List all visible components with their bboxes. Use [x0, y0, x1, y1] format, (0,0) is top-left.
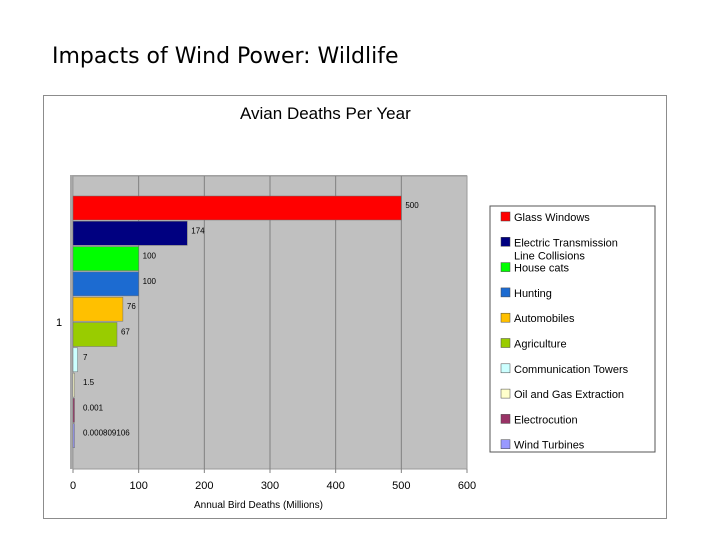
legend-swatch: [500, 237, 511, 247]
x-tick-label: 400: [326, 480, 344, 492]
bar: [72, 372, 75, 398]
bar: [72, 221, 188, 246]
legend-label: Hunting: [514, 288, 552, 300]
bar: [72, 423, 75, 448]
data-label: 174: [191, 226, 205, 235]
legend-label: House cats: [514, 263, 570, 275]
data-label: 76: [127, 302, 136, 311]
legend-label: Communication Towers: [514, 364, 629, 376]
bar: [72, 246, 139, 271]
slide-title: Impacts of Wind Power: Wildlife: [52, 44, 399, 69]
data-label: 1.5: [83, 378, 95, 387]
data-label: 67: [121, 328, 130, 337]
bar-chart: Avian Deaths Per Year 0 100 200 300 400 500 600…: [56, 104, 656, 511]
legend-label: Electrocution: [514, 414, 578, 426]
bar: [72, 398, 75, 423]
x-tick-label: 600: [458, 480, 476, 492]
x-tick-label: 0: [70, 480, 76, 492]
legend-label: Automobiles: [514, 313, 575, 325]
category-label: 1: [56, 317, 62, 329]
x-tick-label: 300: [261, 480, 279, 492]
bar: [72, 296, 124, 322]
legend-swatch: [500, 287, 511, 298]
legend-swatch: [500, 388, 511, 399]
legend-label: Agriculture: [514, 339, 567, 351]
x-tick-label: 200: [195, 480, 213, 492]
bar: [72, 271, 139, 297]
legend-swatch: [500, 211, 511, 222]
chart-title: Avian Deaths Per Year: [240, 104, 411, 123]
legend-swatch: [500, 312, 511, 323]
bar: [72, 322, 118, 347]
x-axis-title: Annual Bird Deaths (Millions): [194, 500, 323, 511]
data-label: 0.001: [83, 403, 104, 412]
data-label: 100: [143, 252, 157, 261]
legend-label: Electric Transmission: [514, 237, 618, 249]
legend-swatch: [500, 439, 511, 449]
legend-box: [489, 205, 656, 453]
legend-label: Glass Windows: [514, 212, 590, 224]
data-label: 100: [143, 277, 157, 286]
legend-label: Oil and Gas Extraction: [514, 389, 624, 401]
bar: [72, 195, 402, 221]
legend-swatch: [500, 338, 511, 348]
legend-swatch: [500, 262, 511, 272]
data-label: 500: [405, 201, 419, 210]
legend-swatch: [500, 414, 511, 424]
legend-label: Wind Turbines: [514, 440, 585, 452]
legend-label: Line Collisions: [514, 250, 585, 262]
data-label: 7: [83, 353, 88, 362]
chart-frame: Avian Deaths Per Year 0 100 200 300 400 500 600…: [43, 95, 667, 519]
data-label: 0.000809106: [83, 429, 130, 438]
x-tick-label: 100: [129, 480, 147, 492]
legend-swatch: [500, 363, 511, 374]
bar: [72, 347, 78, 373]
x-tick-label: 500: [392, 480, 410, 492]
